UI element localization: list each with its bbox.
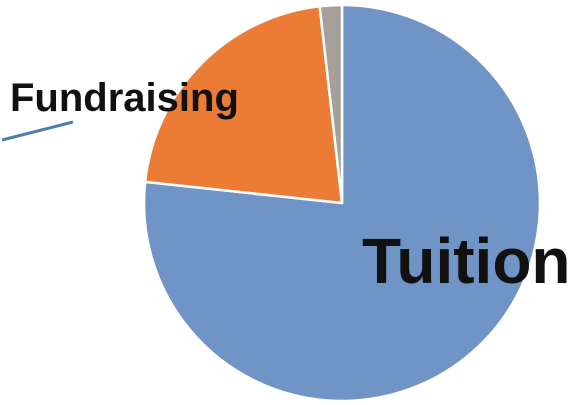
pie-slices [142,3,542,403]
tuition-label: Tuition [362,225,571,297]
pie-slice-tuition [142,3,542,403]
pie-slice-other [318,3,344,205]
pie-slice-fundraising [143,5,344,205]
fundraising-label: Fundraising [10,76,239,120]
fundraising-leader-line [1,120,74,142]
